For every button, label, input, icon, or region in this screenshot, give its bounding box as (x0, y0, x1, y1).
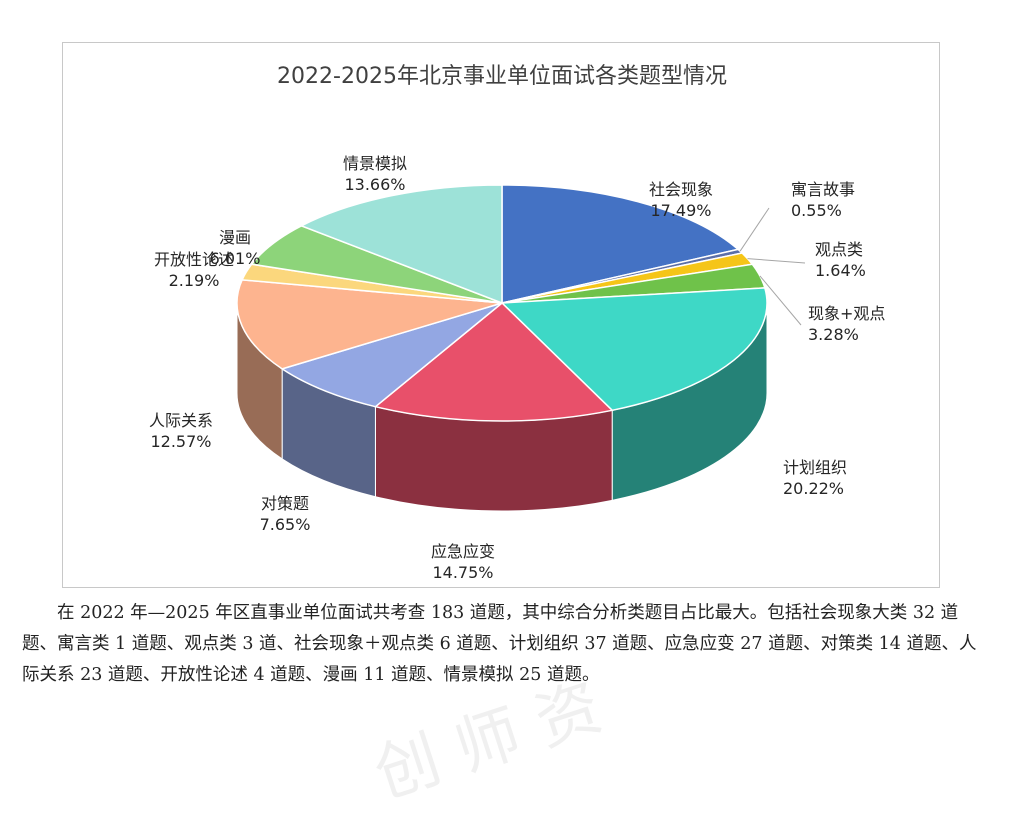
pie-slice (236, 279, 503, 370)
slice-percent: 20.22% (783, 479, 844, 498)
caption-text: 在 2022 年—2025 年区直事业单位面试共考查 183 道题，其中综合分析… (22, 603, 977, 685)
leader-line (739, 207, 770, 252)
slice-percent: 14.75% (432, 563, 493, 582)
slice-percent: 13.66% (344, 175, 405, 194)
slice-label: 应急应变 (431, 542, 495, 561)
slice-label: 开放性论述 (154, 250, 234, 269)
pie-slice (373, 301, 614, 422)
slice-percent: 2.19% (169, 271, 220, 290)
slice-percent: 12.57% (150, 432, 211, 451)
slice-label: 情景模拟 (343, 154, 407, 173)
pie-slice-side (374, 406, 613, 512)
pie-slice (299, 184, 503, 305)
leader-line (747, 258, 806, 264)
slice-percent: 0.55% (791, 201, 842, 220)
pie-slice (280, 302, 503, 408)
slice-percent: 7.65% (260, 515, 311, 534)
pie-slice (500, 287, 768, 412)
pie-chart: 2022-2025年北京事业单位面试各类题型情况 社会现象 17.49% 寓言故事 0… (149, 64, 885, 582)
slice-percent: 1.64% (815, 261, 866, 280)
slice-label: 对策题 (261, 494, 309, 513)
chart-frame: 2022-2025年北京事业单位面试各类题型情况 社会现象 17.49% 寓言故事 0… (62, 42, 940, 588)
slice-label: 社会现象 (649, 180, 713, 199)
chart-title: 2022-2025年北京事业单位面试各类题型情况 (277, 64, 727, 89)
slice-percent: 6.01% (210, 249, 261, 268)
slice-label: 漫画 (219, 228, 251, 247)
slice-label: 寓言故事 (791, 180, 855, 199)
slice-label: 观点类 (815, 240, 863, 259)
slice-percent: 17.49% (650, 201, 711, 220)
slice-label: 现象+观点 (808, 304, 885, 323)
slice-label: 计划组织 (783, 458, 847, 477)
slice-label: 人际关系 (149, 411, 213, 430)
slice-percent: 3.28% (808, 325, 859, 344)
leader-line (759, 275, 802, 326)
pie-slice (501, 184, 740, 304)
